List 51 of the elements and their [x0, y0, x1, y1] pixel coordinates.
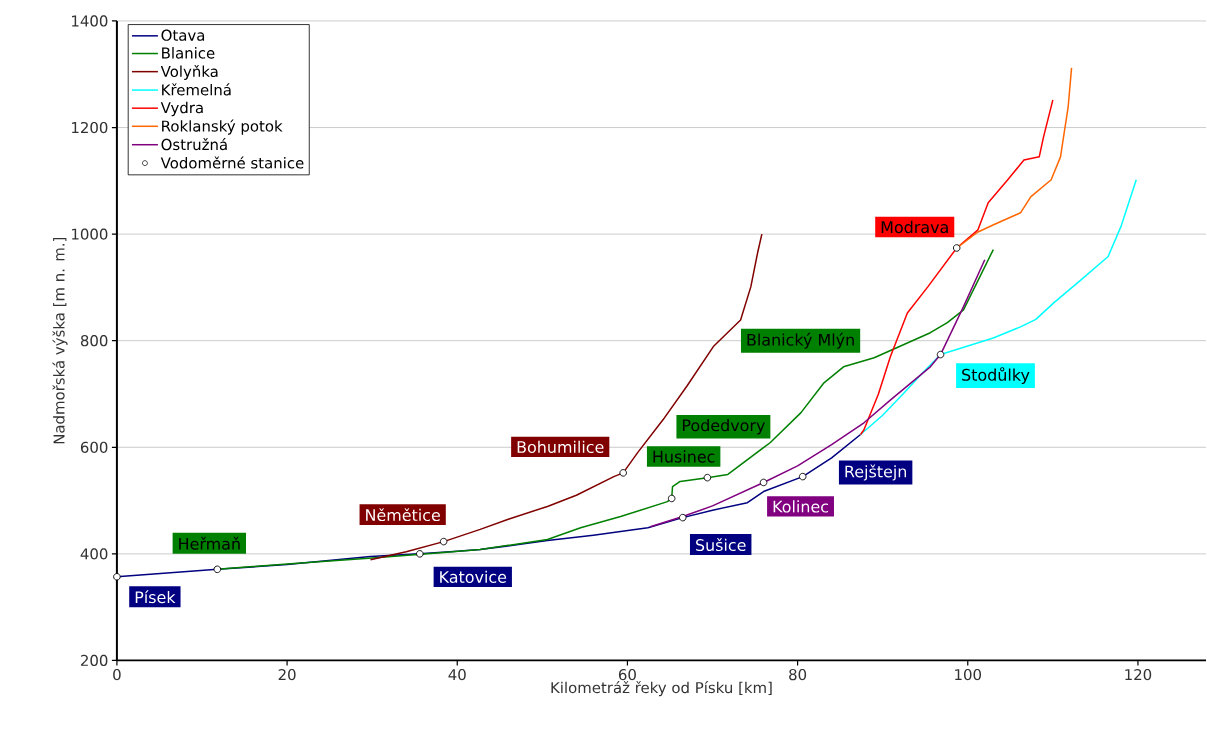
x-tick-label: 100: [955, 668, 982, 681]
annotation: Rejštejn: [845, 464, 907, 481]
annotation: Modrava: [881, 220, 948, 233]
point: [703, 473, 712, 482]
legend-label: Roklanský potok: [162, 119, 283, 135]
annotation: Husinec: [653, 450, 715, 463]
x-tick-label: 80: [789, 668, 807, 681]
legend-label: Otava: [161, 29, 205, 41]
y-tick-label: 800: [80, 334, 108, 347]
legend-label: Volyňka: [160, 64, 218, 80]
point: [952, 244, 961, 252]
point: [113, 572, 121, 581]
x-tick-label: 60: [618, 668, 636, 681]
y-tick-label: 600: [80, 441, 108, 453]
point: [439, 537, 448, 546]
point: [798, 472, 807, 481]
point: [759, 478, 768, 487]
annotation: Heřmaň: [179, 536, 240, 550]
y-tick-label: 400: [80, 548, 108, 560]
legend-label: Vodoměrné stanice: [160, 156, 304, 169]
x-tick-label: 40: [448, 668, 466, 681]
y-tick-label: 200: [80, 654, 108, 666]
line-series: [859, 98, 1054, 436]
annotation: Písek: [135, 590, 176, 604]
annotation: Katovice: [440, 570, 507, 583]
annotation: Blanický Mlýn: [747, 332, 854, 349]
annotation: Sušice: [696, 537, 746, 551]
legend-label: Křemelná: [162, 83, 231, 96]
x-axis-title: Kilometráž řeky od Písku [km]: [551, 680, 772, 696]
y-axis-title: Nadmořská výška [m n. m.]: [52, 237, 68, 444]
legend-label: Vydra: [160, 101, 203, 117]
point: [619, 468, 627, 477]
annotation: Stodůlky: [962, 366, 1030, 384]
point: [213, 565, 222, 573]
point: [667, 494, 676, 502]
point: [936, 350, 945, 359]
y-tick-label: 1200: [72, 121, 108, 134]
annotation: Kolinec: [773, 500, 829, 513]
legend-label: Blanice: [162, 46, 215, 59]
point: [678, 513, 687, 522]
point: [416, 549, 424, 558]
annotation: Bohumilice: [517, 440, 604, 453]
x-tick-label: 20: [278, 668, 296, 681]
line-series: [859, 178, 1137, 436]
annotation: Němětice: [366, 507, 440, 521]
annotation: Podedvory: [682, 418, 765, 435]
x-tick-label: 0: [113, 668, 121, 681]
legend-label: Ostružná: [161, 137, 227, 150]
x-tick-label: 120: [1125, 668, 1152, 681]
y-tick-label: 1000: [72, 228, 108, 240]
y-tick-label: 1400: [72, 15, 108, 27]
